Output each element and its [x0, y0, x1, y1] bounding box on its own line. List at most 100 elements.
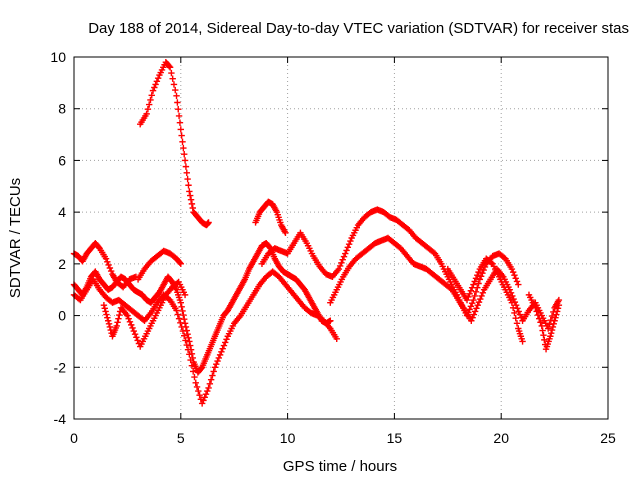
data-point — [536, 315, 543, 322]
data-points — [70, 58, 563, 407]
data-point — [104, 317, 112, 324]
data-point — [187, 196, 195, 203]
series-arc-j — [525, 291, 563, 353]
data-point — [114, 319, 121, 326]
x-tick-label: 10 — [280, 430, 296, 446]
data-point — [214, 357, 221, 365]
data-point — [219, 345, 226, 352]
grid — [74, 57, 608, 419]
data-point — [338, 259, 345, 267]
data-point — [103, 311, 110, 318]
data-point — [541, 336, 548, 344]
data-point — [175, 112, 183, 120]
data-point — [166, 64, 174, 71]
data-point — [477, 273, 485, 280]
data-point — [177, 126, 184, 133]
data-point — [181, 332, 188, 339]
data-point — [209, 372, 216, 379]
data-point — [134, 337, 141, 344]
data-point — [184, 330, 191, 338]
data-point — [342, 250, 349, 257]
data-point — [515, 308, 522, 315]
data-point — [184, 346, 192, 353]
series-arc-i — [444, 255, 526, 345]
data-point — [540, 332, 547, 339]
data-point — [552, 314, 559, 321]
data-point — [466, 306, 473, 313]
x-tick-label: 15 — [387, 430, 403, 446]
data-point — [468, 317, 475, 324]
data-point — [475, 268, 482, 276]
data-point — [553, 308, 561, 315]
data-point — [178, 323, 185, 331]
data-point — [554, 305, 562, 312]
data-point — [102, 308, 109, 315]
data-point — [204, 387, 211, 395]
data-point — [177, 299, 184, 306]
data-point — [476, 276, 484, 283]
data-point — [513, 320, 521, 327]
data-point — [169, 75, 176, 82]
data-point — [181, 291, 189, 299]
data-point — [479, 289, 487, 297]
plot-frame — [73, 56, 609, 420]
data-point — [133, 334, 140, 341]
data-point — [104, 314, 111, 321]
data-point — [129, 324, 136, 332]
data-point — [107, 267, 115, 275]
data-point — [470, 311, 478, 318]
data-point — [193, 383, 201, 391]
data-point — [173, 92, 180, 99]
data-point — [463, 296, 471, 304]
data-point — [550, 320, 557, 328]
data-point — [177, 260, 184, 268]
data-point — [148, 92, 155, 99]
y-axis-label: SDTVAR / TECUs — [7, 178, 24, 298]
data-point — [218, 348, 225, 355]
data-point — [474, 272, 481, 279]
data-point — [131, 330, 139, 338]
data-point — [116, 311, 123, 319]
data-point — [174, 99, 181, 106]
data-point — [215, 354, 223, 362]
data-point — [339, 256, 346, 263]
data-point — [547, 329, 555, 337]
data-point — [345, 241, 353, 248]
data-point — [177, 319, 184, 327]
data-point — [509, 304, 517, 312]
data-point — [125, 315, 132, 322]
chart-title: Day 188 of 2014, Sidereal Day-to-day VTE… — [88, 20, 629, 37]
data-point — [186, 338, 193, 345]
data-point — [176, 259, 184, 267]
data-point — [471, 278, 478, 285]
data-point — [544, 325, 552, 332]
data-point — [206, 380, 214, 388]
data-point — [180, 144, 187, 152]
data-point — [467, 287, 475, 294]
data-point — [174, 311, 182, 318]
data-point — [189, 368, 197, 375]
data-point — [471, 308, 479, 315]
data-point — [172, 86, 179, 94]
data-point — [220, 342, 228, 349]
data-point — [187, 356, 194, 364]
data-point — [211, 364, 219, 371]
x-tick-label: 0 — [70, 430, 78, 446]
x-axis-label: GPS time / hours — [283, 458, 397, 475]
data-point — [205, 384, 212, 392]
data-point — [548, 326, 556, 334]
data-point — [102, 255, 110, 262]
data-point — [538, 322, 545, 330]
tick-labels: 0 5 10 15 20 25 -4 -2 0 2 4 6 8 10 — [50, 49, 616, 446]
data-point — [512, 314, 519, 322]
y-tick-label: 6 — [58, 152, 66, 168]
data-point — [153, 78, 161, 85]
data-point — [200, 397, 207, 404]
data-point — [343, 247, 350, 254]
data-point — [468, 284, 476, 291]
series-arc-b — [70, 239, 334, 376]
data-point — [149, 87, 157, 94]
y-tick-label: 0 — [58, 308, 66, 324]
data-point — [210, 368, 217, 375]
